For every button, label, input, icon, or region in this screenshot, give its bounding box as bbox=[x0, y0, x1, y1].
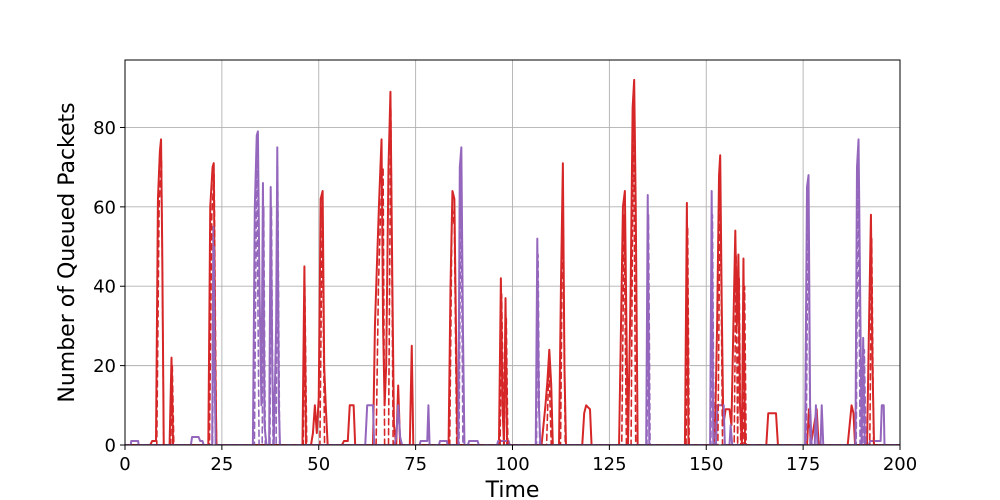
axis-ticks: 0 25 50 75 100 125 150 175 200 0 20 40 60 80 bbox=[93, 118, 917, 475]
x-tick-label: 175 bbox=[786, 454, 820, 475]
x-tick-label: 75 bbox=[404, 454, 427, 475]
plot-series bbox=[125, 78, 900, 445]
x-tick-label: 25 bbox=[210, 454, 233, 475]
x-tick-label: 150 bbox=[689, 454, 723, 475]
grid-lines bbox=[124, 60, 901, 446]
x-tick-label: 100 bbox=[495, 454, 529, 475]
series-line-2 bbox=[125, 130, 900, 445]
x-tick-label: 50 bbox=[307, 454, 330, 475]
y-tick-label: 80 bbox=[93, 118, 116, 139]
x-tick-label: 0 bbox=[119, 454, 130, 475]
y-tick-label: 0 bbox=[105, 436, 116, 457]
y-tick-label: 60 bbox=[93, 197, 116, 218]
x-tick-label: 200 bbox=[883, 454, 917, 475]
x-tick-label: 125 bbox=[592, 454, 626, 475]
y-axis-title: Number of Queued Packets bbox=[55, 102, 80, 402]
y-tick-label: 40 bbox=[93, 277, 116, 298]
x-axis-title: Time bbox=[485, 478, 540, 500]
y-tick-label: 20 bbox=[93, 356, 116, 377]
